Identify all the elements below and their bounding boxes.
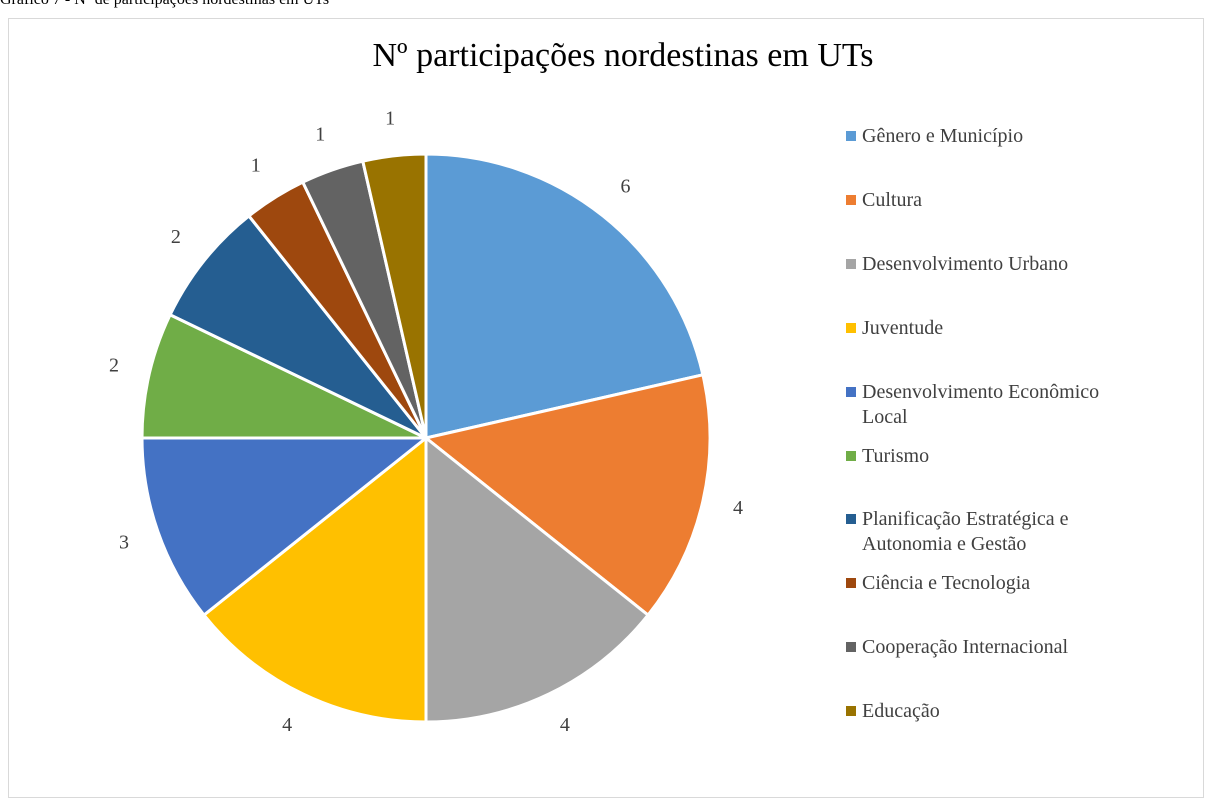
legend-item: Cooperação Internacional <box>846 635 1186 660</box>
pie-slice <box>424 152 705 440</box>
legend-label: Juventude <box>862 316 944 339</box>
data-label: 1 <box>315 124 325 146</box>
legend-item: Planificação Estratégica e Autonomia e G… <box>846 507 1186 557</box>
legend-label: Cooperação Internacional <box>862 636 1069 659</box>
legend-item: Gênero e Município <box>846 124 1186 149</box>
pie-slice <box>201 434 428 724</box>
pie-slice <box>168 213 428 440</box>
legend-label: Cultura <box>862 188 922 211</box>
legend-swatch <box>846 258 856 269</box>
legend-label: Ciência e Tecnologia <box>862 572 1031 595</box>
legend-swatch <box>846 706 856 717</box>
data-label: 2 <box>109 354 119 376</box>
pie-slice <box>140 436 431 618</box>
data-label: 1 <box>251 155 261 177</box>
legend-label: Desenvolvimento Urbano <box>862 252 1069 275</box>
pie-slice <box>422 373 712 618</box>
legend-label: Gênero e Município <box>862 125 1024 147</box>
legend-item: Cultura <box>846 188 1186 213</box>
pie-slice <box>424 434 651 724</box>
legend-label: Educação <box>862 700 940 723</box>
legend-label: Desenvolvimento Econômico Local <box>862 380 1100 428</box>
legend-swatch <box>846 514 856 525</box>
data-label: 4 <box>733 497 743 519</box>
legend-swatch <box>846 194 856 205</box>
chart-title: Nº participações nordestinas em UTs <box>372 37 873 74</box>
data-label: 4 <box>282 714 292 736</box>
data-label: 4 <box>560 714 570 736</box>
legend-item: Desenvolvimento Econômico Local <box>846 380 1186 430</box>
legend-swatch <box>846 642 856 653</box>
legend-item: Juventude <box>846 316 1186 341</box>
data-label: 3 <box>119 531 129 553</box>
data-label: 1 <box>385 108 395 130</box>
data-label: 2 <box>171 226 181 248</box>
legend-item: Desenvolvimento Urbano <box>846 252 1186 277</box>
legend-swatch <box>846 450 856 461</box>
legend-swatch <box>846 131 856 141</box>
legend-swatch <box>846 386 856 397</box>
legend-swatch <box>846 322 856 333</box>
data-label: 6 <box>621 175 631 197</box>
legend-label: Turismo <box>862 444 930 467</box>
legend-label: Planificação Estratégica e Autonomia e G… <box>862 508 1069 556</box>
pie-slice <box>140 312 427 440</box>
caption: Gráfico 7 - Nº de participações nordesti… <box>0 0 329 9</box>
legend-item: Turismo <box>846 444 1186 469</box>
legend-swatch <box>846 578 856 589</box>
pie-slice <box>361 152 428 439</box>
legend-item: Educação <box>846 699 1186 724</box>
legend-item: Ciência e Tecnologia <box>846 571 1186 596</box>
